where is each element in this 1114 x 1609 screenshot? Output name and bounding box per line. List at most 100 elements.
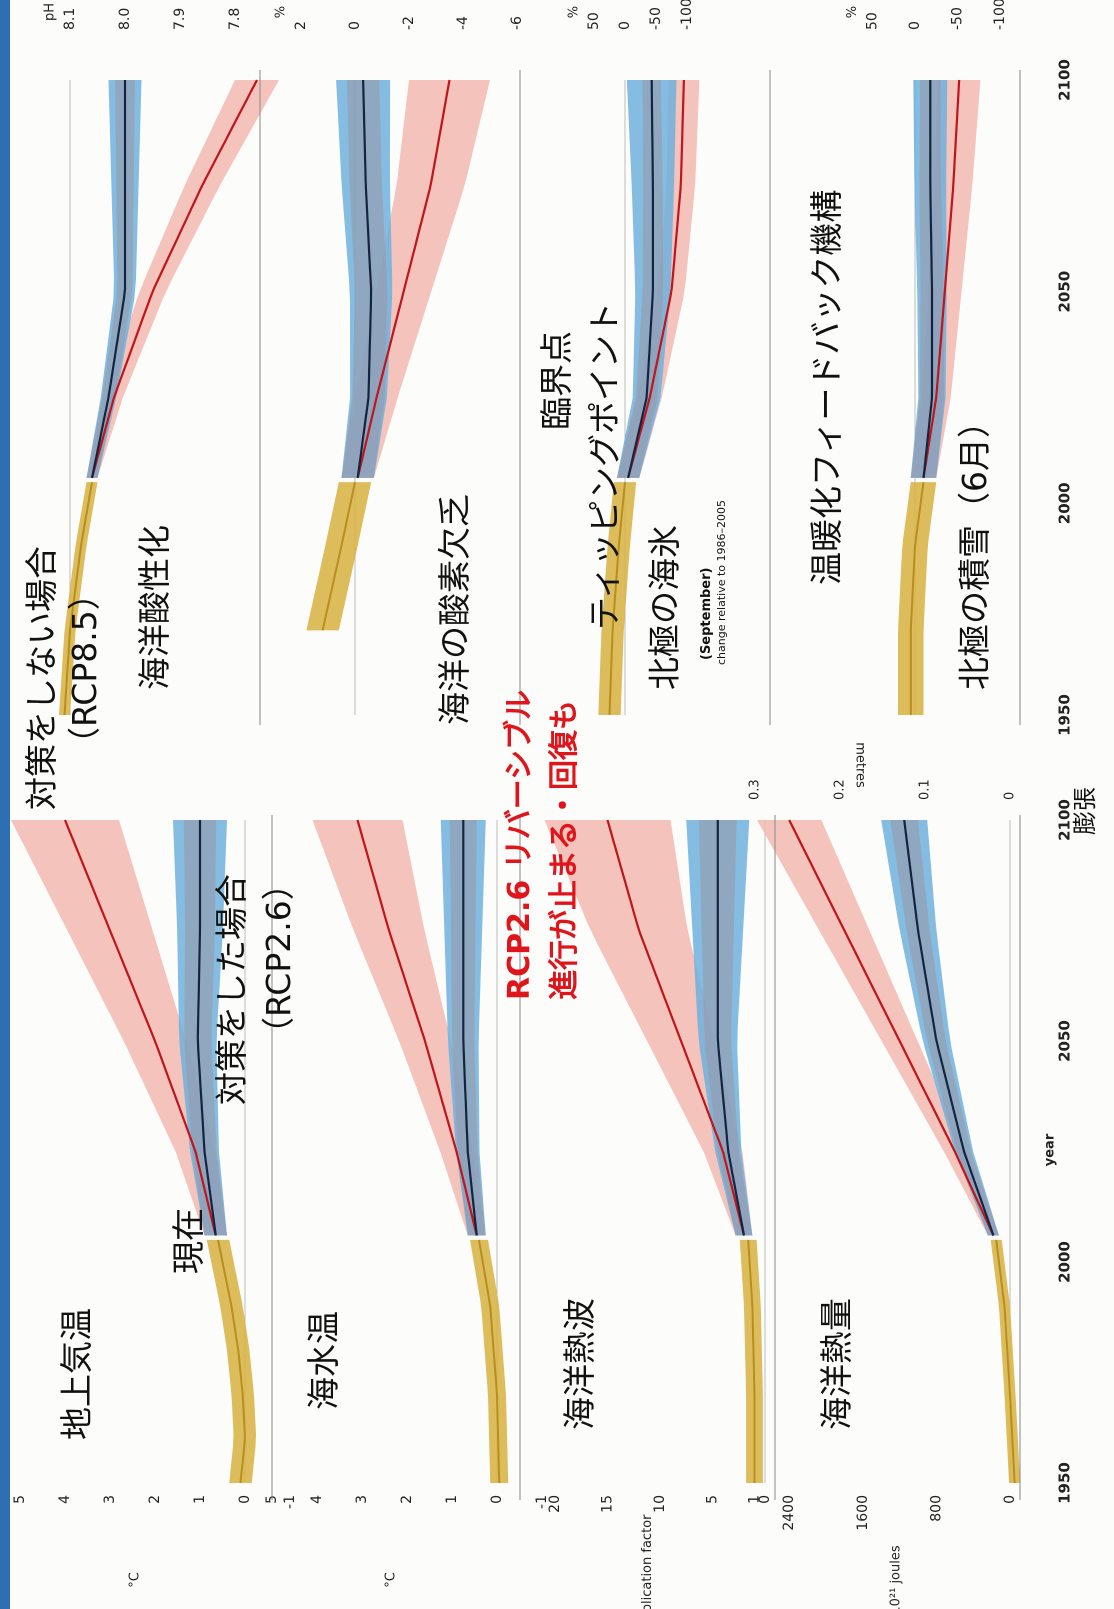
y-tick-label: -6 xyxy=(509,16,525,30)
y-tick-label: 5 xyxy=(705,1495,721,1504)
y-tick-label: 50 xyxy=(865,12,881,30)
climate-projection-figure: 5 4 3 2 1 0 -1°C5 4 3 2 1 0 -1°C20 15 10 5 10multiplicat… xyxy=(11,0,1074,1609)
y-tick-label: 15 xyxy=(600,1495,616,1513)
label-deoxygenation: 海洋の酸素欠乏 xyxy=(435,494,474,725)
y-tick-label: 1 xyxy=(747,1495,763,1504)
panel-2: 5 4 3 2 1 0 -1°C xyxy=(264,819,550,1588)
historical-band xyxy=(990,1239,1021,1483)
rcp26-line xyxy=(627,79,654,479)
label-surface-temp: 地上気温 xyxy=(57,1308,96,1440)
overlap-band xyxy=(183,820,227,1236)
y-tick-label: 7.9 xyxy=(172,8,188,30)
historical-band xyxy=(206,1239,257,1483)
overlap-band xyxy=(86,80,135,478)
y2-tick-label: 0.3 xyxy=(748,779,763,800)
slide: 5 4 3 2 1 0 -1 °C 5 4 3 2 1 0 -1 °C 20 15 10 5 1 0 multiplicat… xyxy=(10,0,1114,1609)
y-tick-label: -1 xyxy=(534,1495,550,1509)
overlap-band xyxy=(910,80,945,478)
annotation-rcp85: （RCP8.5） xyxy=(65,577,104,760)
y-tick-label: -50 xyxy=(648,7,664,30)
y-tick-label: 2 xyxy=(399,1495,415,1504)
x-tick-label: 2000 xyxy=(1056,1241,1074,1283)
label-september: (September) xyxy=(699,567,714,660)
historical-line xyxy=(63,482,93,716)
annotation-present: 現在 xyxy=(169,1208,208,1274)
y2-axis-label: metres xyxy=(853,742,868,788)
panel-7: 50 0 -50 -100% xyxy=(567,0,700,716)
overlap-band xyxy=(341,80,388,478)
rcp26-line xyxy=(922,80,934,479)
y-tick-label: 2 xyxy=(147,1495,163,1504)
rcp85-uncertainty-band xyxy=(757,820,999,1236)
annotation-no-policy: 対策をしない場合 xyxy=(22,546,61,810)
y2-tick-label: 0 xyxy=(1003,792,1018,800)
rcp85-line xyxy=(63,819,217,1236)
y-tick-label: 1 xyxy=(444,1495,460,1504)
y-tick-label: 0 xyxy=(347,21,363,30)
y-tick-label: 2 xyxy=(293,21,309,30)
rcp85-line xyxy=(922,79,961,479)
historical-line xyxy=(995,1239,1016,1484)
y-tick-label: 0 xyxy=(1002,1495,1018,1504)
historical-line xyxy=(909,482,925,715)
rcp85-line xyxy=(356,79,451,479)
y-tick-label: 0 xyxy=(617,21,633,30)
y-tick-label: 50 xyxy=(586,12,602,30)
y-tick-label: 0 xyxy=(489,1495,505,1504)
y-tick-label: 5 xyxy=(12,1495,28,1504)
x-tick-label: 2100 xyxy=(1056,59,1074,101)
x-tick-label: 2000 xyxy=(1056,482,1074,524)
panel-4: 2400 1600 800 0 10²¹ joules 0.3 0.2 0.1 0 metres 1… xyxy=(748,742,1074,1609)
y-tick-label: 4 xyxy=(57,1495,73,1504)
historical-line xyxy=(478,1239,501,1484)
y-tick-label: 1 xyxy=(192,1495,208,1504)
overlap-band xyxy=(449,820,486,1236)
annotation-reversible-1: RCP2.6 リバーシブル xyxy=(502,689,537,1000)
historical-line xyxy=(608,482,626,716)
panel-5: 8.1 8.0 7.9 7.8 pH xyxy=(43,3,279,716)
label-change-relative: change relative to 1986–2005 xyxy=(715,500,728,665)
y-tick-label: 1600 xyxy=(855,1495,871,1531)
rcp85-line xyxy=(788,819,995,1236)
rcp85-uncertainty-band xyxy=(616,80,700,478)
y-axis-label: multiplication factor xyxy=(640,1514,655,1609)
y-axis-label: % xyxy=(567,6,582,18)
historical-band xyxy=(598,482,637,715)
annotation-reversible-2: 進行が止まる・回復も xyxy=(547,700,582,1000)
rcp26-line xyxy=(90,80,127,479)
rcp85-line xyxy=(356,819,478,1236)
y2-tick-label: 0.1 xyxy=(918,779,933,800)
y-tick-label: 2400 xyxy=(781,1495,797,1531)
y-tick-label: -1 xyxy=(282,1495,298,1509)
y-axis-label: % xyxy=(274,6,289,18)
panel-8: 50 0 -50 -100% 1950 2000 2050 2100 xyxy=(845,0,1074,736)
historical-line xyxy=(321,481,356,631)
x-tick-label: 2050 xyxy=(1056,271,1074,313)
rcp26-line xyxy=(716,820,746,1236)
historical-band xyxy=(898,482,937,715)
y-tick-label: 0 xyxy=(237,1495,253,1504)
rcp26-line xyxy=(356,79,373,479)
rcp85-uncertainty-band xyxy=(544,820,753,1236)
y-tick-label: 0 xyxy=(907,21,923,30)
y-tick-label: 800 xyxy=(928,1495,944,1522)
rcp85-line xyxy=(90,79,258,479)
y-axis-label: °C xyxy=(128,1572,143,1588)
rcp85-line xyxy=(627,79,685,479)
label-tipping-1: 臨界点 xyxy=(537,331,576,430)
y-tick-label: 3 xyxy=(354,1495,370,1504)
y-tick-label: 4 xyxy=(309,1495,325,1504)
y-tick-label: -2 xyxy=(401,16,417,30)
y-axis-label: 10²¹ joules xyxy=(889,1545,904,1609)
y-axis-label: % xyxy=(845,6,860,18)
rcp85-uncertainty-band xyxy=(312,820,486,1236)
label-sea-temp: 海水温 xyxy=(304,1311,343,1410)
label-tipping-2: ティッピングポイント xyxy=(585,301,624,630)
y-tick-label: 8.0 xyxy=(117,8,133,30)
x-tick-label: 1950 xyxy=(1056,694,1074,736)
label-acidification: 海洋酸性化 xyxy=(135,525,174,690)
label-feedback: 温暖化フィードバック機構 xyxy=(807,189,846,585)
y-tick-label: 8.1 xyxy=(62,8,78,30)
y-tick-label: 20 xyxy=(547,1495,563,1513)
panel-6: 2 0 -2 -4 -6% xyxy=(274,6,525,715)
